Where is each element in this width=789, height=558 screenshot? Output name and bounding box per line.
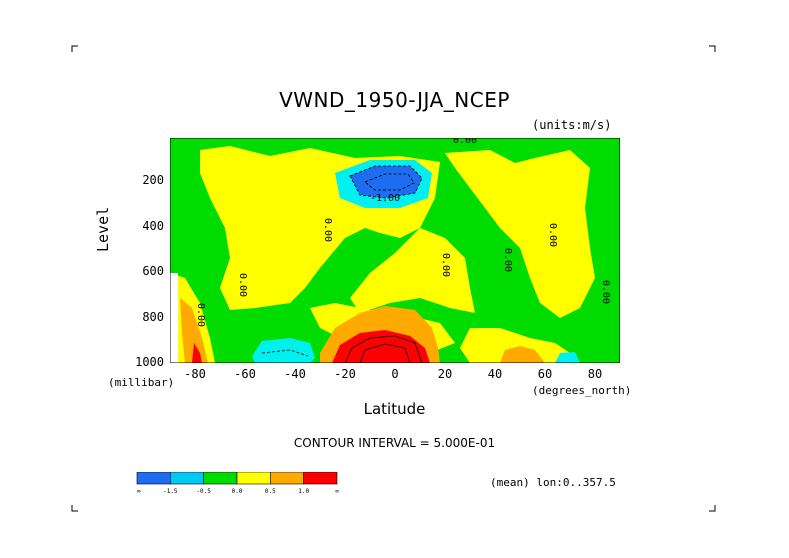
field-strong-positive-region [500, 346, 545, 363]
colorbar-tick-label: 0.0 [232, 488, 243, 494]
contour-label: 0.00 [547, 223, 558, 247]
contour-label: 0.00 [600, 280, 611, 304]
contour-label: 0.00 [322, 218, 333, 242]
y-tick-label: 400 [142, 218, 164, 233]
x-tick-label: 20 [437, 367, 453, 381]
x-axis-units: (degrees_north) [532, 384, 632, 397]
colorbar-swatch [203, 472, 238, 485]
field-positive-region [445, 150, 595, 318]
field-max-region [332, 330, 430, 363]
x-tick-label: -40 [284, 367, 306, 381]
colorbar-tick-label: 1.0 [298, 488, 309, 494]
x-tick-label: 0 [391, 367, 399, 381]
y-tick-label: 600 [142, 264, 164, 279]
colorbar-swatch [170, 472, 204, 485]
mean-note: (mean) lon:0..357.5 [490, 476, 616, 489]
y-tick-label: 200 [142, 173, 164, 188]
x-tick-label: 40 [487, 367, 503, 381]
contour-line [261, 349, 309, 357]
field-positive-region [350, 228, 475, 313]
contour-label: -1.00 [370, 193, 400, 204]
chart-title: VWND_1950-JJA_NCEP [279, 88, 510, 112]
x-axis-label: Latitude [363, 400, 426, 418]
y-tick-label: 1000 [135, 355, 164, 369]
contour-line [349, 165, 423, 199]
colorbar: -∞ -1.5 -0.5 0.0 0.5 1.0 ∞ [136, 472, 339, 494]
contour-line [359, 343, 411, 363]
contour-line [364, 173, 415, 191]
x-tick-label: -80 [184, 367, 206, 381]
y-axis-units: (millibar) [108, 376, 175, 389]
colorbar-tick-label: ∞ [335, 488, 339, 494]
y-tick-label: 800 [142, 309, 164, 324]
contour-label: 0.00 [453, 138, 477, 146]
contour-label: 0.00 [195, 303, 206, 327]
field-positive-region [460, 328, 570, 363]
colorbar-swatch [270, 472, 304, 485]
contour-label: 0.00 [237, 273, 248, 297]
colorbar-tick-label: 0.5 [265, 488, 276, 494]
x-tick-label: 60 [537, 367, 553, 381]
contour-label: 0.00 [502, 248, 513, 272]
colorbar-tick-label: -0.5 [196, 488, 211, 494]
field-missing-region [170, 273, 178, 363]
units-note: (units:m/s) [532, 118, 612, 132]
contour-label: 0.00 [440, 253, 451, 277]
contour-interval-note: CONTOUR INTERVAL = 5.000E-01 [293, 436, 496, 450]
colorbar-tick-label: -1.5 [163, 488, 178, 494]
field-strong-positive-region [180, 298, 208, 363]
colorbar-tick-label: -∞ [136, 488, 141, 494]
contour-line [344, 335, 423, 363]
colorbar-swatch [236, 472, 271, 485]
field-negative-region [555, 352, 580, 363]
colorbar-swatch [136, 472, 171, 485]
x-tick-label: -20 [334, 367, 356, 381]
x-tick-label: -60 [234, 367, 256, 381]
y-axis-label: Level [94, 206, 112, 252]
contour-plot: 0.00 -1.00 0.00 0.00 0.00 0.00 0.00 0.00… [170, 138, 620, 363]
field-max-region [192, 343, 202, 363]
colorbar-swatch [303, 472, 338, 485]
x-tick-label: 80 [587, 367, 603, 381]
